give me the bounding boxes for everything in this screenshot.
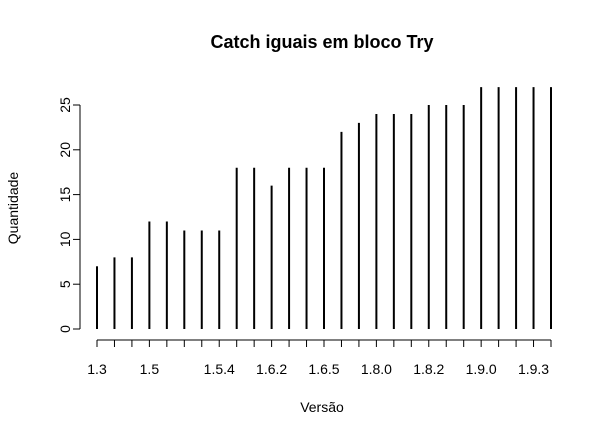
x-tick-label: 1.8.0 [361, 361, 392, 377]
x-tick-label: 1.8.2 [413, 361, 444, 377]
x-axis-label: Versão [300, 399, 344, 415]
x-axis: 1.3 1.5 1.5.4 1.6.2 1.6.5 1.8.0 1.8.2 1.9.0 1.9.… [87, 339, 552, 377]
y-tick-label: 15 [57, 187, 73, 203]
x-tick-label: 1.5.4 [204, 361, 235, 377]
x-tick-label: 1.6.2 [256, 361, 287, 377]
bars [96, 87, 552, 329]
x-tick-label: 1.9.3 [518, 361, 549, 377]
y-tick-label: 10 [57, 231, 73, 247]
y-axis: 0 5 10 15 20 25 [57, 97, 81, 333]
x-tick-label: 1.5 [140, 361, 160, 377]
y-tick-label: 0 [57, 325, 73, 333]
x-tick-label: 1.3 [87, 361, 107, 377]
y-axis-label: Quantidade [5, 172, 21, 245]
chart-title: Catch iguais em bloco Try [210, 32, 433, 52]
x-tick-label: 1.9.0 [466, 361, 497, 377]
y-tick-label: 20 [57, 142, 73, 158]
x-tick-label: 1.6.5 [308, 361, 339, 377]
y-tick-label: 25 [57, 97, 73, 113]
y-tick-label: 5 [57, 280, 73, 288]
